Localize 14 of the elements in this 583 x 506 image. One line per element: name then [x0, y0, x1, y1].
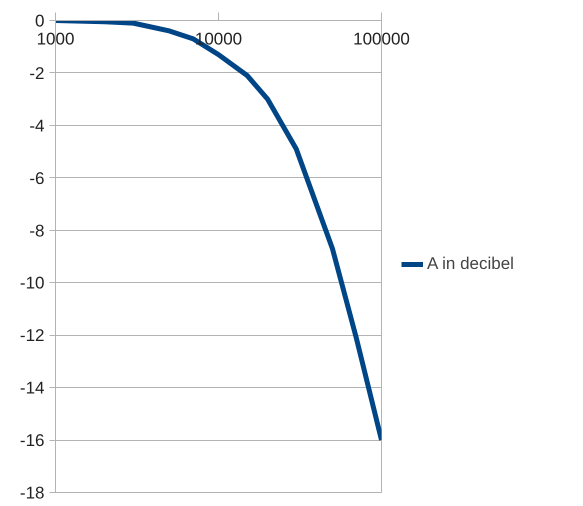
y-tick-label: -10 [20, 274, 45, 293]
y-tick-label: -2 [29, 64, 45, 83]
y-tick-label: -6 [29, 168, 45, 188]
y-tick-label: -8 [29, 221, 45, 240]
y-tick-label: 0 [35, 12, 45, 30]
x-tick-label: 100000 [353, 30, 410, 48]
y-tick-label: -16 [20, 431, 45, 450]
y-tick-label: -12 [20, 326, 45, 346]
y-tick-label: -18 [20, 484, 45, 502]
y-tick-label: -4 [29, 116, 45, 136]
x-tick-label: 10000 [194, 30, 242, 48]
x-tick-label: 1000 [36, 30, 74, 48]
legend-label: A in decibel [427, 254, 514, 274]
y-tick-label: -14 [20, 378, 45, 398]
